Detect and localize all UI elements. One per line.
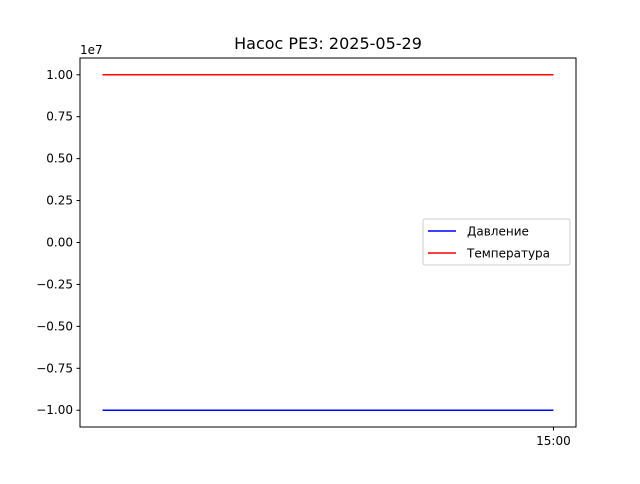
y-tick-label: −0.50 xyxy=(36,319,73,333)
legend-label-0: Давление xyxy=(467,225,529,239)
y-tick-label: 0.50 xyxy=(46,152,73,166)
y-axis-scale-label: 1e7 xyxy=(80,43,103,57)
y-tick-label: −0.25 xyxy=(36,277,73,291)
y-tick-label: −0.75 xyxy=(36,361,73,375)
y-tick-label: −1.00 xyxy=(36,403,73,417)
legend-box xyxy=(422,218,571,266)
y-tick-label: 0.25 xyxy=(46,194,73,208)
chart-title: Насос РЕЗ: 2025-05-29 xyxy=(234,34,422,53)
x-tick-label: 15:00 xyxy=(536,434,571,448)
y-tick-label: 0.00 xyxy=(46,236,73,250)
legend: Давление Температура xyxy=(422,218,571,266)
plot-area: 1.00 0.75 0.50 0.25 0.00 −0.25 −0.50 −0.75 −1.00… xyxy=(36,57,577,448)
legend-label-1: Температура xyxy=(466,247,550,261)
y-tick-label: 1.00 xyxy=(46,68,73,82)
y-tick-label: 0.75 xyxy=(46,110,73,124)
